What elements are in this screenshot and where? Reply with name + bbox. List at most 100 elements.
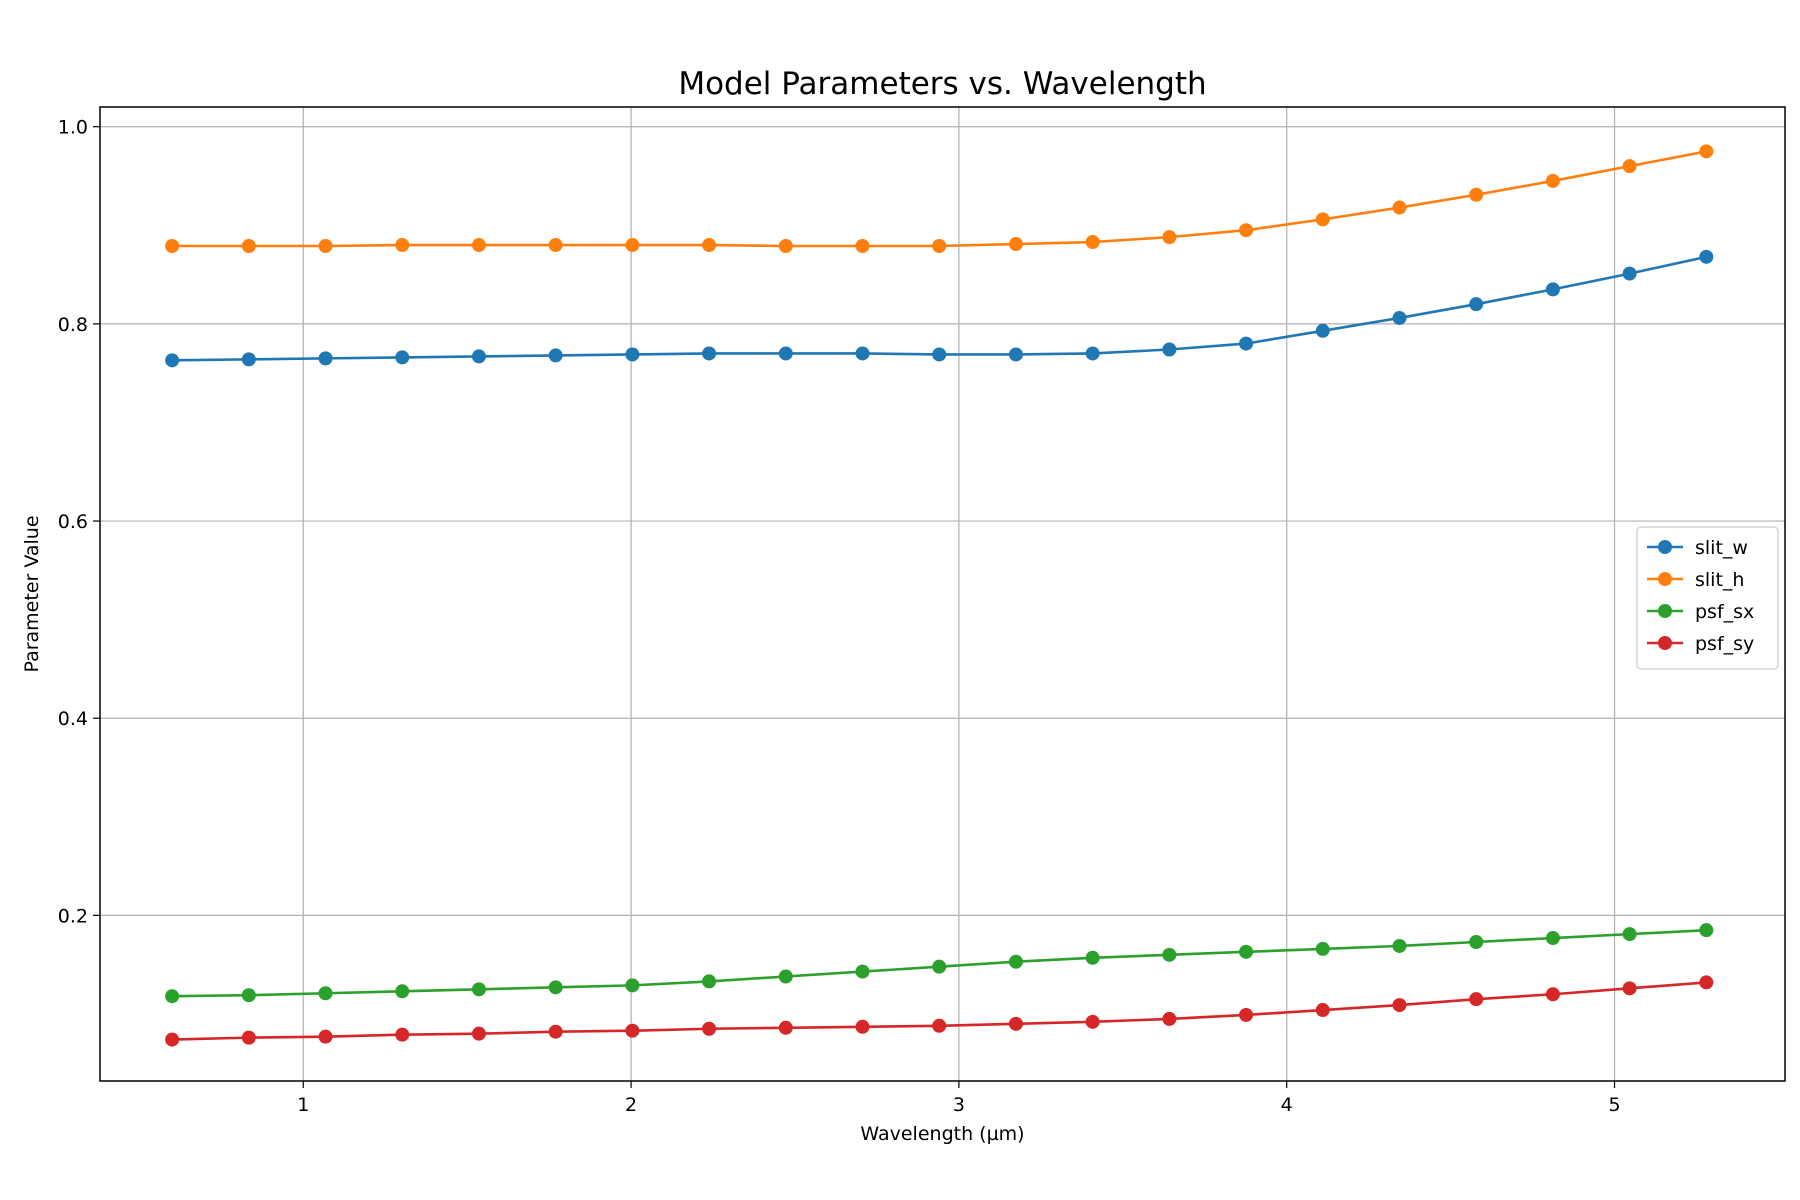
legend: slit_w slit_h psf_sx psf_sy bbox=[1636, 526, 1779, 670]
data-point bbox=[855, 346, 870, 361]
y-tick-label: 0.2 bbox=[58, 905, 88, 927]
plot-series bbox=[165, 144, 1714, 1047]
data-point bbox=[1162, 1011, 1177, 1026]
data-point bbox=[1392, 310, 1407, 325]
data-point bbox=[778, 239, 793, 254]
data-point bbox=[1469, 992, 1484, 1007]
data-point bbox=[548, 1024, 563, 1039]
data-point bbox=[625, 238, 640, 253]
data-point bbox=[702, 346, 717, 361]
x-tick-label: 2 bbox=[625, 1094, 637, 1116]
series-psf-sy bbox=[165, 975, 1714, 1047]
data-point bbox=[1469, 934, 1484, 949]
y-tick-label: 0.6 bbox=[58, 511, 88, 533]
data-point bbox=[318, 351, 333, 366]
data-point bbox=[1392, 938, 1407, 953]
x-axis-label: Wavelength (µm) bbox=[860, 1123, 1024, 1145]
axis-ticks: 1 2 3 4 5 0.2 0.4 0.6 0.8 1.0 bbox=[58, 117, 1621, 1116]
data-point bbox=[932, 1018, 947, 1033]
data-point bbox=[1315, 1003, 1330, 1018]
data-point bbox=[241, 988, 256, 1003]
legend-item-psf-sx: psf_sx bbox=[1647, 601, 1754, 623]
data-point bbox=[855, 964, 870, 979]
data-point bbox=[1085, 950, 1100, 965]
data-point bbox=[1699, 923, 1714, 938]
data-point bbox=[932, 959, 947, 974]
data-point bbox=[625, 347, 640, 362]
data-point bbox=[855, 239, 870, 254]
data-point bbox=[1315, 212, 1330, 227]
x-tick-label: 1 bbox=[297, 1094, 309, 1116]
series-psf-sx bbox=[165, 923, 1714, 1004]
x-tick-label: 3 bbox=[953, 1094, 965, 1116]
data-point bbox=[318, 986, 333, 1001]
data-point bbox=[241, 1030, 256, 1045]
chart-title: Model Parameters vs. Wavelength bbox=[678, 66, 1206, 102]
data-point bbox=[932, 239, 947, 254]
x-tick-label: 5 bbox=[1608, 1094, 1620, 1116]
data-point bbox=[395, 1027, 410, 1042]
legend-marker bbox=[1658, 572, 1672, 586]
y-axis-label: Parameter Value bbox=[21, 515, 43, 672]
legend-label: slit_h bbox=[1695, 569, 1744, 591]
y-tick-label: 0.8 bbox=[58, 314, 88, 336]
data-point bbox=[1008, 954, 1023, 969]
data-point bbox=[1085, 1014, 1100, 1029]
data-point bbox=[1392, 200, 1407, 215]
data-point bbox=[1315, 323, 1330, 338]
legend-marker bbox=[1658, 540, 1672, 554]
legend-item-slit-h: slit_h bbox=[1647, 569, 1744, 591]
data-point bbox=[1085, 346, 1100, 361]
data-point bbox=[778, 346, 793, 361]
data-point bbox=[855, 1019, 870, 1034]
data-point bbox=[1699, 144, 1714, 159]
data-point bbox=[471, 238, 486, 253]
data-point bbox=[548, 348, 563, 363]
data-point bbox=[1239, 944, 1254, 959]
legend-marker bbox=[1658, 636, 1672, 650]
plot-frame bbox=[99, 106, 1786, 1082]
data-point bbox=[1008, 1016, 1023, 1031]
series-slit-h bbox=[165, 144, 1714, 254]
data-point bbox=[1008, 347, 1023, 362]
data-point bbox=[395, 238, 410, 253]
data-point bbox=[471, 982, 486, 997]
data-point bbox=[318, 1029, 333, 1044]
y-tick-label: 1.0 bbox=[58, 117, 88, 139]
data-point bbox=[1545, 282, 1560, 297]
data-point bbox=[1162, 947, 1177, 962]
data-point bbox=[932, 347, 947, 362]
data-point bbox=[548, 980, 563, 995]
data-point bbox=[1622, 927, 1637, 942]
data-point bbox=[1545, 173, 1560, 188]
grid bbox=[100, 107, 1785, 1081]
data-point bbox=[625, 978, 640, 993]
data-point bbox=[241, 352, 256, 367]
data-point bbox=[241, 239, 256, 254]
y-tick-label: 0.4 bbox=[58, 708, 88, 730]
data-point bbox=[548, 238, 563, 253]
data-point bbox=[625, 1023, 640, 1038]
legend-label: psf_sy bbox=[1695, 633, 1754, 655]
data-point bbox=[1085, 235, 1100, 250]
data-point bbox=[165, 239, 180, 254]
data-point bbox=[1469, 187, 1484, 202]
data-point bbox=[1622, 981, 1637, 996]
data-point bbox=[165, 989, 180, 1004]
data-point bbox=[1622, 266, 1637, 281]
legend-item-psf-sy: psf_sy bbox=[1647, 633, 1754, 655]
data-point bbox=[1545, 931, 1560, 946]
data-point bbox=[1162, 230, 1177, 245]
data-point bbox=[702, 238, 717, 253]
data-point bbox=[1239, 1007, 1254, 1022]
legend-item-slit-w: slit_w bbox=[1647, 537, 1748, 559]
data-point bbox=[395, 350, 410, 365]
data-point bbox=[778, 969, 793, 984]
data-point bbox=[1545, 987, 1560, 1002]
data-point bbox=[318, 239, 333, 254]
legend-box bbox=[1636, 526, 1779, 670]
data-point bbox=[165, 1032, 180, 1047]
data-point bbox=[471, 349, 486, 364]
data-point bbox=[1239, 336, 1254, 351]
